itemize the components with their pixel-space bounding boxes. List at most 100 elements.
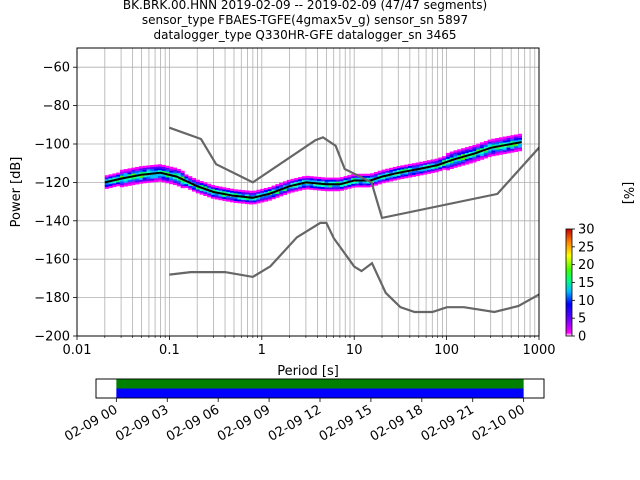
psd-cell: [317, 178, 322, 181]
psd-cell: [203, 184, 208, 187]
psd-cell: [313, 188, 318, 191]
psd-cell: [480, 153, 485, 156]
psd-cell: [419, 161, 424, 164]
psd-cell: [138, 168, 144, 171]
psd-cell: [370, 177, 375, 180]
psd-cell: [256, 197, 261, 200]
psd-cell: [210, 194, 216, 197]
psd-cell: [271, 189, 276, 192]
psd-cell: [324, 179, 329, 182]
psd-cell: [453, 150, 458, 153]
psd-cell: [442, 165, 447, 168]
psd-cell: [282, 181, 288, 184]
psd-cell: [199, 192, 204, 195]
psd-cell: [267, 194, 272, 197]
psd-cell: [157, 168, 162, 171]
psd-cell: [112, 183, 117, 186]
colorbar: [565, 228, 573, 337]
y-tick-label: −100: [34, 138, 70, 153]
psd-cell: [123, 184, 128, 187]
psd-cell: [408, 175, 413, 178]
psd-cell: [426, 162, 432, 165]
psd-cell: [165, 165, 170, 168]
psd-cell: [502, 146, 507, 149]
psd-cell: [514, 149, 519, 152]
mode-line: [104, 141, 522, 199]
psd-cell: [119, 179, 125, 182]
psd-cell: [354, 177, 360, 180]
psd-cell: [138, 175, 144, 178]
psd-cell: [256, 191, 261, 194]
psd-cell: [229, 196, 234, 199]
psd-cell: [480, 146, 485, 149]
psd-cell: [203, 190, 208, 193]
psd-cell: [245, 194, 250, 197]
psd-cell: [157, 177, 162, 180]
psd-cell: [472, 154, 477, 157]
psd-cell: [438, 165, 443, 168]
psd-cell: [449, 161, 454, 164]
psd-cell: [108, 182, 113, 185]
psd-cell: [161, 178, 166, 181]
coverage-tick-label: 02-09 03: [113, 402, 171, 444]
psd-cell: [487, 153, 492, 156]
psd-cell: [377, 172, 382, 175]
psd-cell: [483, 140, 488, 144]
psd-cell: [286, 183, 291, 186]
psd-cell: [328, 189, 333, 192]
psd-cell: [298, 188, 303, 191]
psd-cell: [108, 183, 113, 187]
psd-cell: [472, 144, 477, 148]
psd-cell: [328, 187, 333, 190]
psd-cell: [184, 176, 189, 179]
psd-cell: [203, 182, 208, 185]
psd-cell: [116, 180, 121, 183]
psd-cell: [218, 196, 223, 199]
psd-cell: [123, 172, 128, 176]
psd-cell: [188, 185, 193, 188]
psd-cell: [343, 178, 348, 181]
psd-cell: [461, 153, 466, 157]
psd-cell: [449, 164, 454, 168]
psd-cell: [506, 141, 511, 144]
psd-cell: [354, 175, 360, 178]
psd-cell: [404, 164, 409, 167]
psd-cell: [142, 165, 147, 168]
psd-cell: [127, 177, 132, 181]
psd-cell: [381, 169, 386, 172]
psd-cell: [180, 172, 185, 175]
psd-cell: [119, 185, 125, 188]
psd-cell: [468, 149, 473, 153]
psd-cell: [442, 156, 447, 159]
psd-cell: [491, 150, 496, 153]
psd-cell: [290, 190, 295, 193]
psd-cell: [150, 170, 155, 173]
psd-cell: [173, 182, 178, 186]
psd-cell: [282, 188, 288, 192]
psd-cell: [290, 188, 295, 191]
colorbar-tick-label: 10: [578, 294, 595, 309]
psd-cell: [476, 145, 481, 148]
psd-cell: [207, 195, 212, 198]
psd-cell: [180, 186, 185, 189]
psd-cell: [104, 179, 109, 182]
psd-cell: [464, 150, 469, 154]
psd-cell: [279, 182, 284, 185]
psd-cell: [214, 189, 219, 192]
psd-cell: [476, 147, 481, 150]
psd-cell: [123, 182, 128, 185]
psd-cell: [498, 146, 504, 150]
psd-cell: [445, 168, 451, 171]
psd-cell: [457, 160, 462, 163]
title-line-3: datalogger_type Q330HR-GFE datalogger_sn…: [153, 28, 457, 42]
psd-cell: [222, 198, 227, 201]
psd-cell: [263, 195, 269, 198]
noise-model-lines: [104, 126, 539, 314]
psd-cell: [207, 193, 212, 196]
psd-cell: [161, 174, 166, 177]
psd-cell: [214, 193, 219, 196]
psd-cell: [301, 183, 306, 186]
psd-cell: [286, 191, 291, 194]
psd-cell: [404, 166, 409, 169]
psd-cell: [104, 182, 109, 186]
